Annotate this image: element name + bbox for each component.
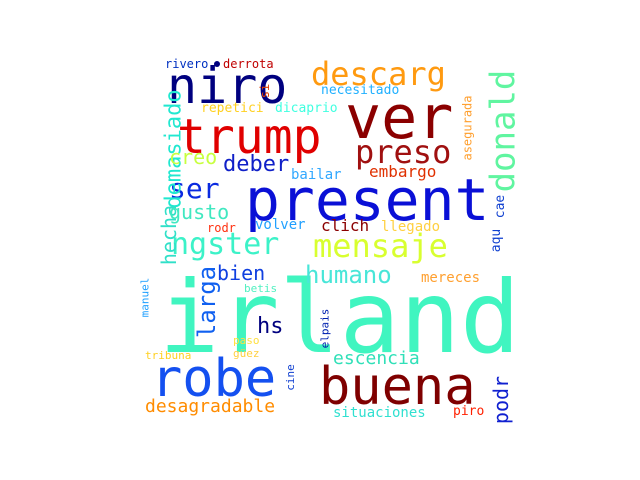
word-descarg: descarg — [311, 55, 446, 93]
word-mensaje: mensaje — [313, 227, 448, 265]
word-cloud-panel: irland present ver niro trump robe buena… — [138, 55, 524, 431]
word-ver: ver — [345, 83, 454, 153]
word-buena: buena — [319, 357, 476, 417]
word-paso: paso — [233, 334, 260, 347]
word-robe: robe — [151, 349, 277, 409]
word-trump: trump — [177, 109, 322, 165]
word-tribuna: tribuna — [145, 349, 192, 362]
word-clich: clich — [321, 216, 370, 235]
word-preso: preso — [355, 133, 452, 171]
word-aqu: aqu — [489, 228, 505, 253]
word-escencia: escencia — [333, 348, 420, 369]
word-guez: güez — [233, 347, 260, 360]
word-manuel: manuel — [138, 277, 152, 318]
word-repetici: repetici — [201, 101, 264, 116]
word-desagradable: desagradable — [145, 396, 276, 417]
word-mereces: mereces — [421, 270, 481, 286]
word-deber: deber — [223, 152, 290, 177]
word-situaciones: situaciones — [333, 405, 426, 421]
word-elpais: elpais — [318, 308, 332, 349]
word-humano: humano — [305, 261, 392, 289]
word-present: present — [245, 166, 490, 234]
word-asegurada: asegurada — [460, 95, 475, 161]
word-piro: piro — [453, 404, 485, 419]
word-donald: donald — [483, 69, 524, 193]
word-ngster: ngster — [171, 227, 280, 262]
word-gusto: gusto — [169, 200, 230, 224]
word-si: si — [258, 83, 273, 99]
word-larga: larga — [193, 265, 222, 339]
word-niro: niro — [167, 57, 288, 115]
word-rivero: rivero — [165, 57, 209, 71]
word-betis: betis — [244, 282, 278, 295]
word-bien: bien — [217, 261, 266, 285]
word-volver: volver — [255, 217, 306, 233]
word-dicaprio: dicaprio — [275, 101, 338, 116]
word-creo: creo — [169, 145, 218, 169]
word-hs: hs — [257, 314, 284, 339]
word-cine: cine — [283, 364, 297, 391]
word-derrota: derrota — [223, 57, 274, 71]
word-bailar: bailar — [291, 167, 342, 183]
dot-mark — [214, 61, 220, 67]
word-necesitado: necesitado — [321, 83, 400, 98]
word-embargo: embargo — [369, 162, 437, 181]
word-llegado: llegado — [381, 219, 441, 235]
word-rodr: rodr — [207, 221, 236, 235]
word-irland: irland — [159, 259, 521, 376]
word-ser: ser — [169, 172, 220, 205]
word-podr: podr — [489, 375, 514, 425]
word-cae: cae — [493, 194, 509, 219]
